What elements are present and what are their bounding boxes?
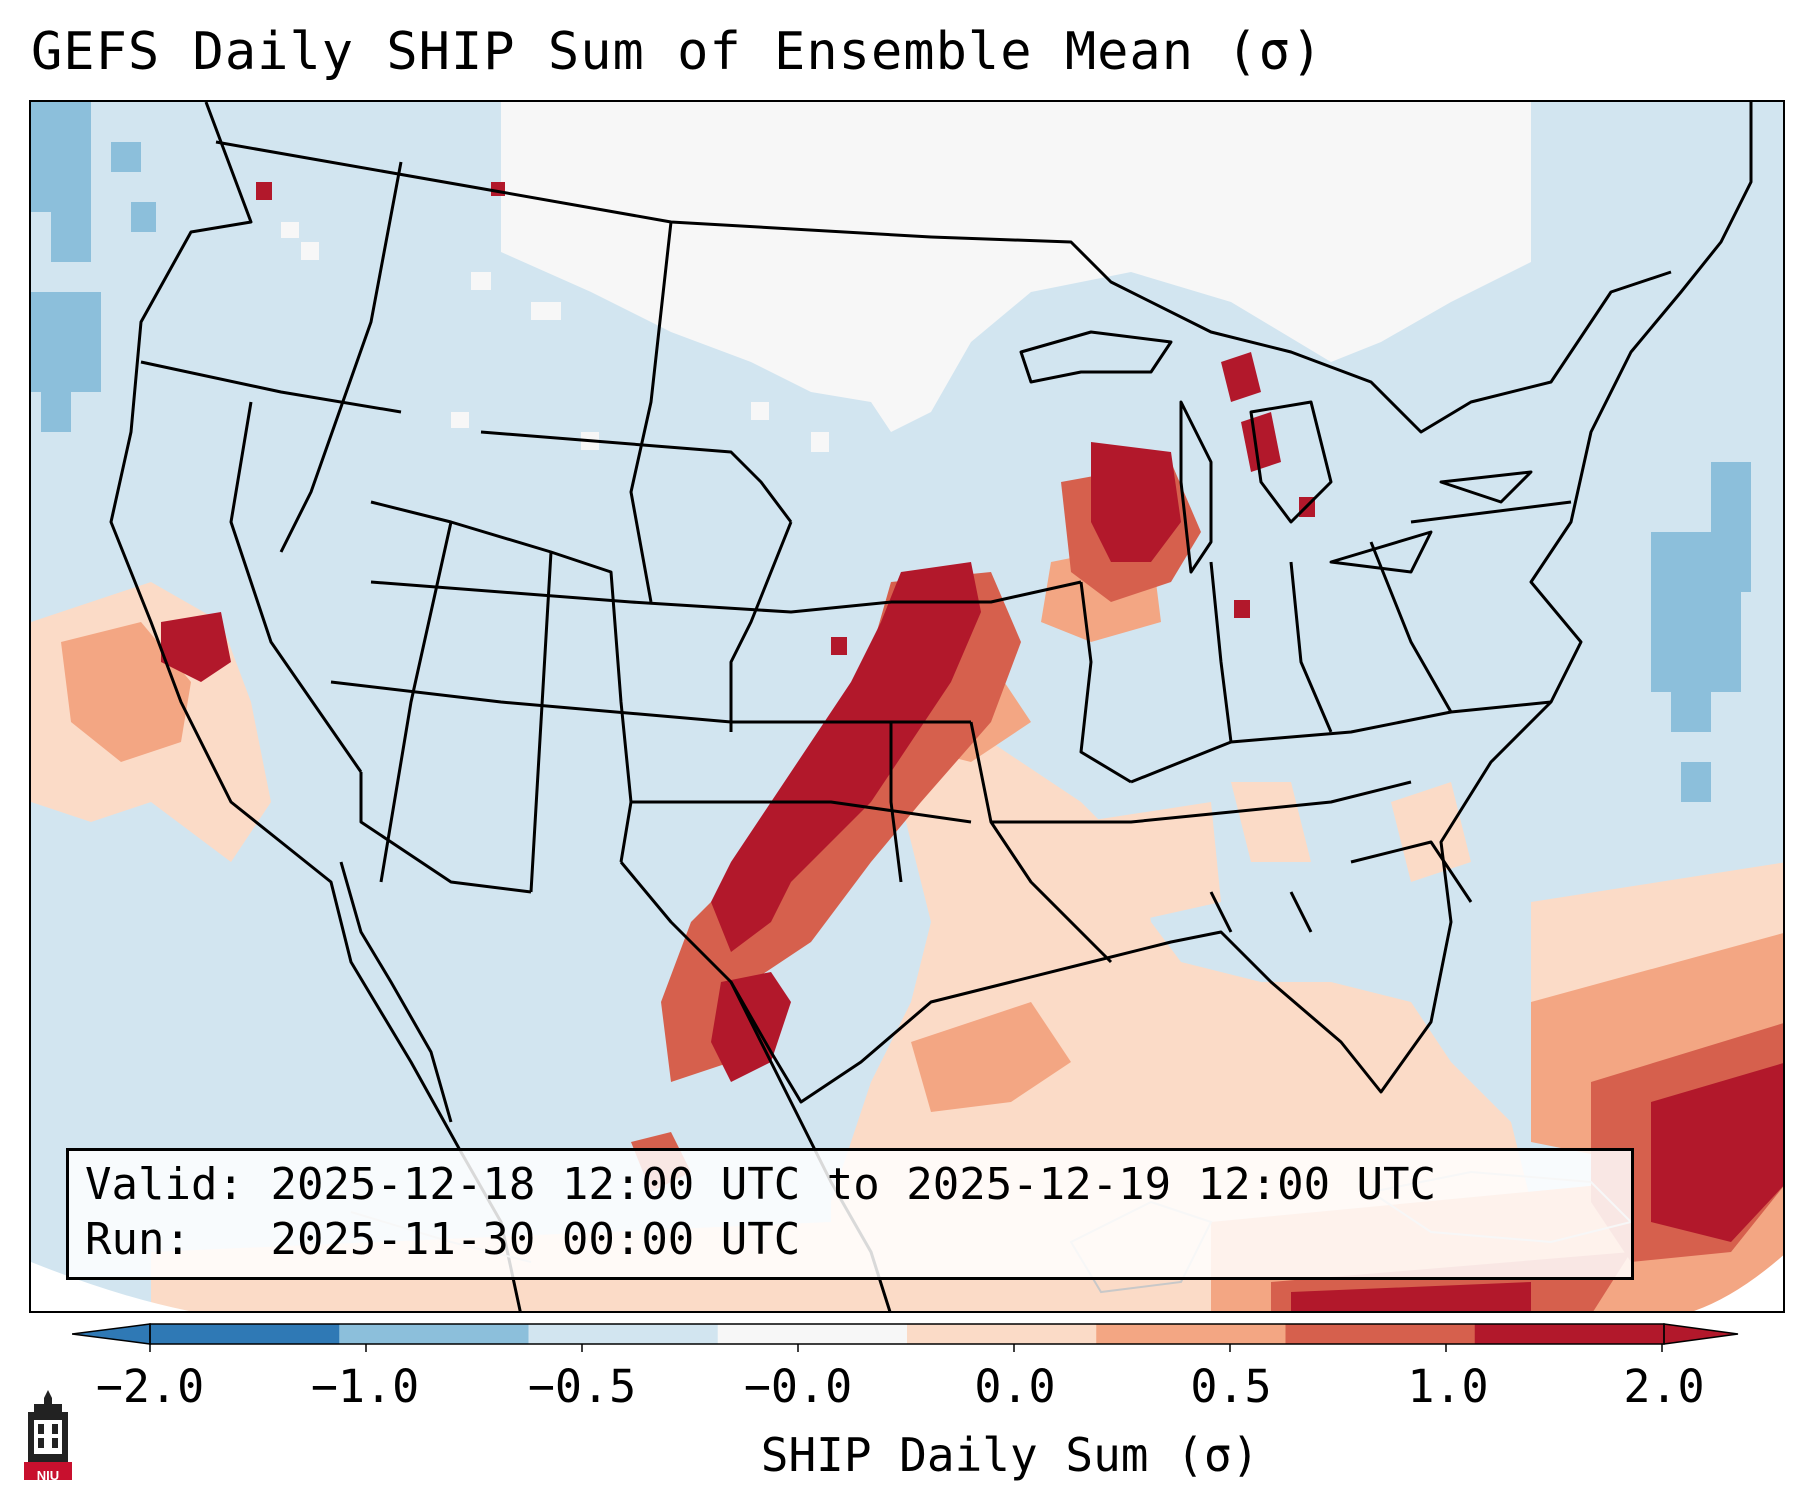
tick-label: −0.0 bbox=[743, 1360, 853, 1413]
map-svg bbox=[31, 102, 1783, 1311]
map-edge bbox=[31, 1262, 190, 1311]
tick-label: 1.0 bbox=[1407, 1360, 1489, 1413]
negative-anomaly-patches bbox=[31, 102, 1751, 802]
run-value: 2025-11-30 00:00 UTC bbox=[270, 1214, 801, 1265]
colorbar bbox=[72, 1323, 1739, 1352]
colorbar-extend-high bbox=[1663, 1323, 1739, 1345]
colorbar-segment bbox=[1096, 1324, 1286, 1344]
colorbar-segment bbox=[339, 1324, 529, 1344]
info-box: Valid: 2025-12-18 12:00 UTC to 2025-12-1… bbox=[66, 1148, 1634, 1280]
map-panel bbox=[29, 100, 1785, 1313]
colorbar-segment bbox=[1285, 1324, 1476, 1344]
tick-label: −0.5 bbox=[527, 1360, 637, 1413]
tick-label: 0.5 bbox=[1190, 1360, 1272, 1413]
tick-label: 2.0 bbox=[1623, 1360, 1705, 1413]
extreme-positive-region bbox=[161, 182, 1783, 1311]
university-tower-icon bbox=[24, 1390, 72, 1480]
colorbar-segment bbox=[717, 1324, 908, 1344]
colorbar-extend-low bbox=[72, 1323, 151, 1345]
colorbar-frame bbox=[149, 1323, 1665, 1345]
tick-label: −1.0 bbox=[310, 1360, 420, 1413]
tick-label: −2.0 bbox=[95, 1360, 205, 1413]
colorbar-segment bbox=[528, 1324, 719, 1344]
map-edge-right bbox=[1693, 1255, 1783, 1311]
near-zero-region bbox=[281, 102, 1531, 452]
valid-label: Valid: bbox=[85, 1159, 244, 1210]
logo-text: NIU bbox=[36, 1468, 60, 1483]
colorbar-segment bbox=[150, 1324, 340, 1344]
colorbar-label: SHIP Daily Sum (σ) bbox=[760, 1428, 1260, 1482]
tick-label: 0.0 bbox=[974, 1360, 1056, 1413]
chart-title: GEFS Daily SHIP Sum of Ensemble Mean (σ) bbox=[31, 22, 1324, 82]
run-label: Run: bbox=[85, 1214, 191, 1265]
colorbar-segment bbox=[907, 1324, 1097, 1344]
valid-value: 2025-12-18 12:00 UTC to 2025-12-19 12:00… bbox=[270, 1159, 1437, 1210]
colorbar-segment bbox=[1474, 1324, 1665, 1344]
